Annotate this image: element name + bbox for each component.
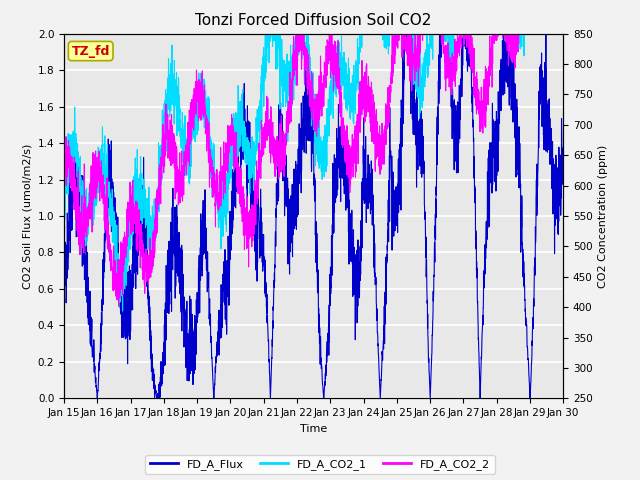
Text: TZ_fd: TZ_fd bbox=[72, 45, 110, 58]
Title: Tonzi Forced Diffusion Soil CO2: Tonzi Forced Diffusion Soil CO2 bbox=[195, 13, 432, 28]
Legend: FD_A_Flux, FD_A_CO2_1, FD_A_CO2_2: FD_A_Flux, FD_A_CO2_1, FD_A_CO2_2 bbox=[145, 455, 495, 474]
X-axis label: Time: Time bbox=[300, 424, 327, 433]
Y-axis label: CO2 Soil Flux (umol/m2/s): CO2 Soil Flux (umol/m2/s) bbox=[22, 144, 32, 288]
Y-axis label: CO2 Concentration (ppm): CO2 Concentration (ppm) bbox=[598, 144, 608, 288]
